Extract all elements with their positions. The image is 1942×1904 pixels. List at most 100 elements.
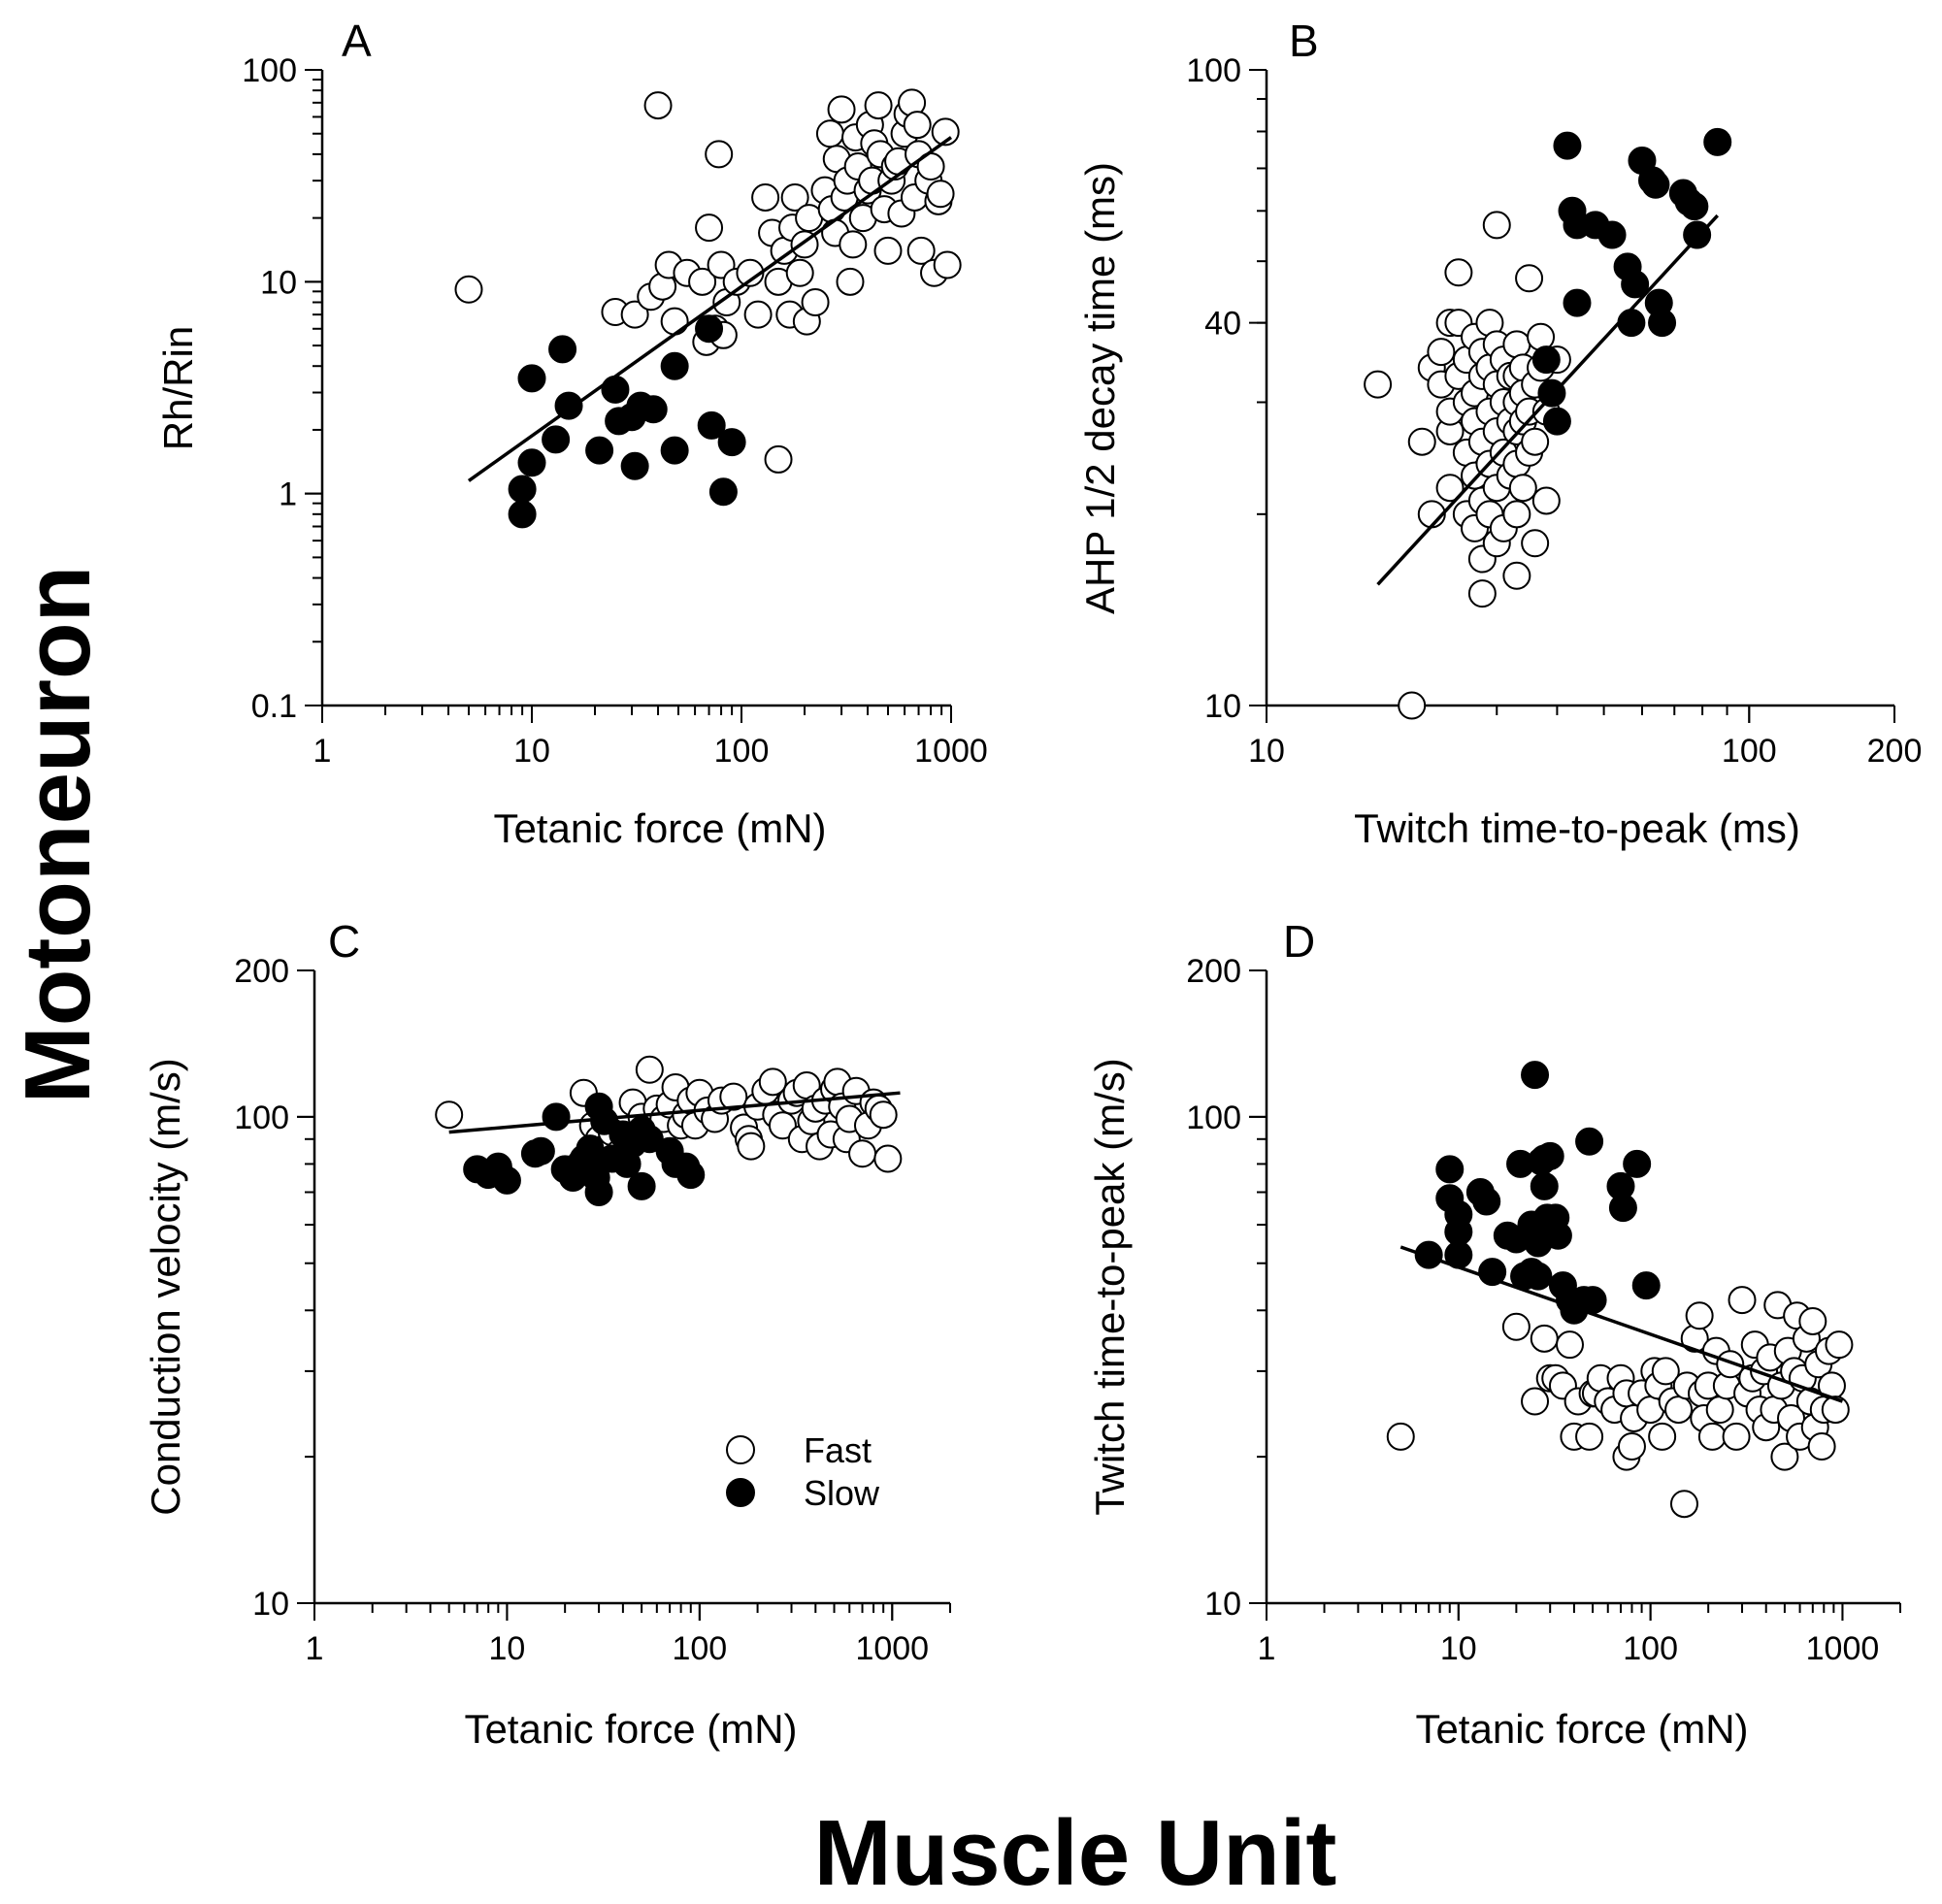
fast-point-d	[1697, 1422, 1727, 1451]
fast-point-a	[764, 444, 793, 474]
y-tick-label-b: 100	[1186, 52, 1241, 89]
fast-point-b	[1502, 500, 1531, 529]
fast-point-a	[751, 182, 780, 212]
slow-point-d	[1472, 1187, 1501, 1216]
y-axis-label-a: Rh/Rin	[155, 326, 201, 450]
slow-point-b	[1563, 288, 1592, 317]
x-tick-label-c: 1	[306, 1630, 324, 1667]
fast-point-d	[1664, 1395, 1694, 1425]
slow-point-c	[492, 1165, 521, 1195]
x-tick-label-d: 100	[1623, 1630, 1678, 1667]
fast-point-a	[815, 119, 844, 148]
fast-point-b	[1521, 529, 1550, 558]
slow-point-c	[627, 1171, 656, 1200]
panel-b: 10 100 200 10 40 100 Twitch time-to-peak (ms) A…	[1077, 16, 1922, 851]
slow-point-b	[1542, 407, 1571, 436]
slow-point-a	[517, 448, 546, 477]
fast-point-d	[1501, 1312, 1531, 1341]
legend-fast-marker	[726, 1435, 755, 1464]
row-label-motoneuron: Motoneuron	[6, 566, 110, 1104]
slow-point-c	[526, 1136, 555, 1165]
fast-point-a	[906, 236, 936, 265]
fast-point-a	[873, 236, 903, 265]
y-tick-label-b: 10	[1204, 688, 1241, 725]
y-tick-label-a: 0.1	[251, 688, 297, 725]
fast-point-c	[435, 1100, 464, 1130]
slow-point-c	[584, 1177, 613, 1206]
slow-point-b	[1648, 309, 1677, 338]
fast-point-c	[873, 1144, 903, 1173]
slow-point-b	[1531, 345, 1561, 375]
slow-point-a	[717, 428, 746, 457]
fast-point-a	[660, 307, 689, 336]
x-axis-label-b: Twitch time-to-peak (ms)	[1354, 805, 1800, 851]
panel-c: 1 10 100 1000 10 100 200 Tetanic force (mN) Cond…	[143, 916, 951, 1752]
slow-point-a	[585, 436, 614, 465]
y-axis-label-b: AHP 1/2 decay time (ms)	[1077, 162, 1123, 614]
fast-point-a	[839, 230, 868, 259]
panel-d: 1 10 100 1000 10 100 200 Tetanic force (mN) Twit…	[1087, 916, 1901, 1752]
fast-point-b	[1444, 258, 1473, 287]
fast-point-b	[1531, 486, 1561, 515]
slow-point-b	[1553, 131, 1582, 160]
fast-point-d	[1530, 1324, 1559, 1353]
column-label-muscle-unit: Muscle Unit	[814, 1801, 1337, 1904]
slow-point-b	[1621, 270, 1650, 299]
x-tick-label-d: 1000	[1806, 1630, 1880, 1667]
fast-point-c	[737, 1132, 766, 1161]
fast-point-d	[1716, 1350, 1745, 1379]
x-tick-label-c: 10	[489, 1630, 526, 1667]
slow-point-d	[1608, 1194, 1637, 1223]
fast-point-c	[758, 1067, 787, 1097]
fast-point-b	[1521, 427, 1550, 456]
fast-point-b	[1407, 427, 1436, 456]
slow-point-c	[676, 1161, 706, 1190]
y-tick-label-c: 100	[234, 1100, 289, 1136]
slow-point-d	[1524, 1262, 1553, 1291]
legend: Fast Slow	[726, 1430, 880, 1513]
fast-point-b	[1502, 330, 1531, 359]
fast-point-a	[454, 275, 483, 304]
fast-point-d	[1798, 1306, 1827, 1335]
panel-letter-d: D	[1283, 916, 1315, 967]
y-tick-label-b: 40	[1204, 306, 1241, 343]
panel-letter-a: A	[342, 16, 372, 66]
fast-point-a	[688, 267, 717, 296]
y-tick-label-c: 10	[252, 1586, 289, 1623]
y-axis-label-c: Conduction velocity (m/s)	[143, 1058, 188, 1516]
y-tick-label-d: 100	[1186, 1100, 1241, 1136]
panel-letter-b: B	[1289, 16, 1319, 66]
fast-point-d	[1770, 1442, 1799, 1471]
fast-point-a	[827, 95, 856, 124]
slow-point-a	[542, 425, 571, 454]
fit-line-a	[467, 136, 953, 482]
slow-point-b	[1597, 220, 1627, 249]
fast-point-c	[635, 1055, 664, 1084]
panel-letter-c: C	[328, 916, 360, 967]
slow-point-a	[508, 475, 537, 504]
fast-point-c	[719, 1082, 748, 1111]
fast-point-b	[1427, 338, 1456, 367]
slow-point-b	[1617, 309, 1646, 338]
slow-point-c	[542, 1102, 571, 1132]
fast-point-d	[1651, 1357, 1680, 1386]
slow-point-d	[1543, 1221, 1572, 1250]
slow-point-b	[1703, 127, 1732, 156]
slow-point-d	[1414, 1240, 1443, 1269]
fast-point-d	[1575, 1422, 1604, 1451]
fast-point-d	[1521, 1387, 1550, 1416]
slow-point-b	[1680, 192, 1709, 221]
fast-point-d	[1386, 1422, 1415, 1451]
fast-point-a	[801, 287, 830, 316]
slow-point-a	[660, 436, 689, 465]
fast-point-a	[864, 91, 893, 120]
fast-point-d	[1648, 1422, 1677, 1451]
slow-point-a	[697, 410, 726, 440]
fast-point-d	[1825, 1330, 1854, 1360]
slow-point-a	[517, 364, 546, 393]
slow-point-d	[1623, 1149, 1652, 1178]
x-tick-label-b: 10	[1248, 733, 1285, 770]
y-tick-label-d: 200	[1186, 953, 1241, 990]
x-tick-label-c: 100	[672, 1630, 727, 1667]
fast-point-d	[1617, 1432, 1646, 1461]
